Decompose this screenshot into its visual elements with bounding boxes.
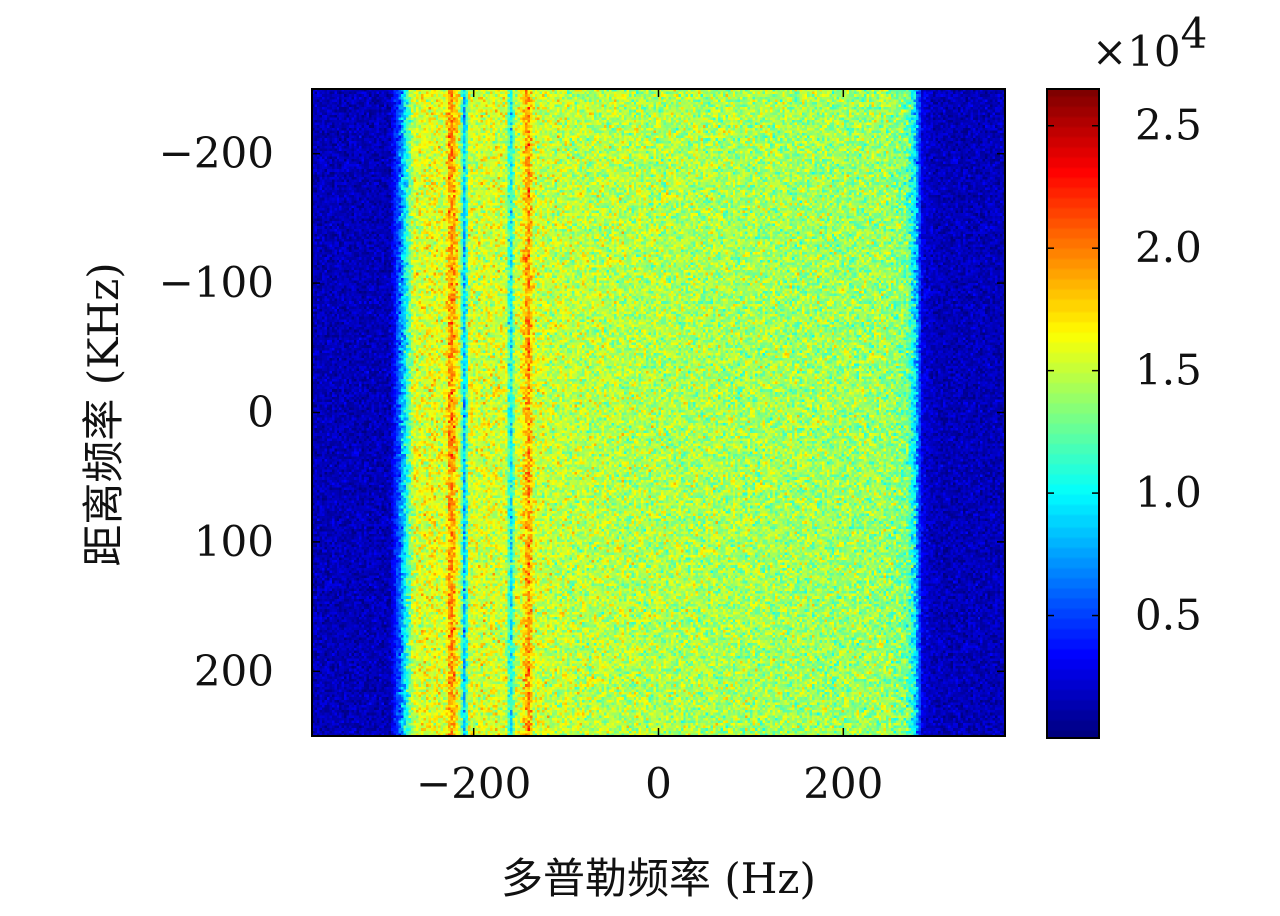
colorbar-tick-label: 1.5: [1135, 346, 1202, 395]
colorbar-exponent: 4: [1181, 9, 1208, 58]
y-axis-label: 距离频率 (KHz): [79, 262, 128, 566]
heatmap-image: [312, 89, 1005, 736]
y-tick-label: 100: [194, 517, 274, 566]
x-ticks: −200 0 200: [416, 89, 883, 808]
colorbar-multiplier: ×104: [1092, 9, 1207, 76]
x-tick-label: 0: [645, 759, 672, 808]
colorbar: 0.5 1.0 1.5 2.0 2.5 ×104: [1046, 9, 1207, 739]
colorbar-ticks: 0.5 1.0 1.5 2.0 2.5: [1047, 101, 1202, 640]
y-tick-label: −200: [159, 129, 274, 178]
y-tick-label: 200: [194, 646, 274, 695]
x-tick-label: 200: [803, 759, 883, 808]
y-tick-label: 0: [247, 388, 274, 437]
colorbar-multiplier-base: ×10: [1092, 27, 1181, 76]
colorbar-tick-label: 2.0: [1135, 223, 1202, 272]
colorbar-frame: [1046, 88, 1100, 739]
y-tick-label: −100: [159, 258, 274, 307]
colorbar-tick-label: 2.5: [1135, 101, 1202, 150]
plot-area: [311, 88, 1006, 737]
colorbar-tick-label: 0.5: [1135, 591, 1202, 640]
colorbar-gradient: [1047, 89, 1099, 738]
x-tick-label: −200: [416, 759, 531, 808]
x-axis-label: 多普勒频率 (Hz): [501, 854, 816, 903]
colorbar-tick-label: 1.0: [1135, 468, 1202, 517]
y-ticks: −200 −100 0 100 200: [159, 129, 1005, 695]
